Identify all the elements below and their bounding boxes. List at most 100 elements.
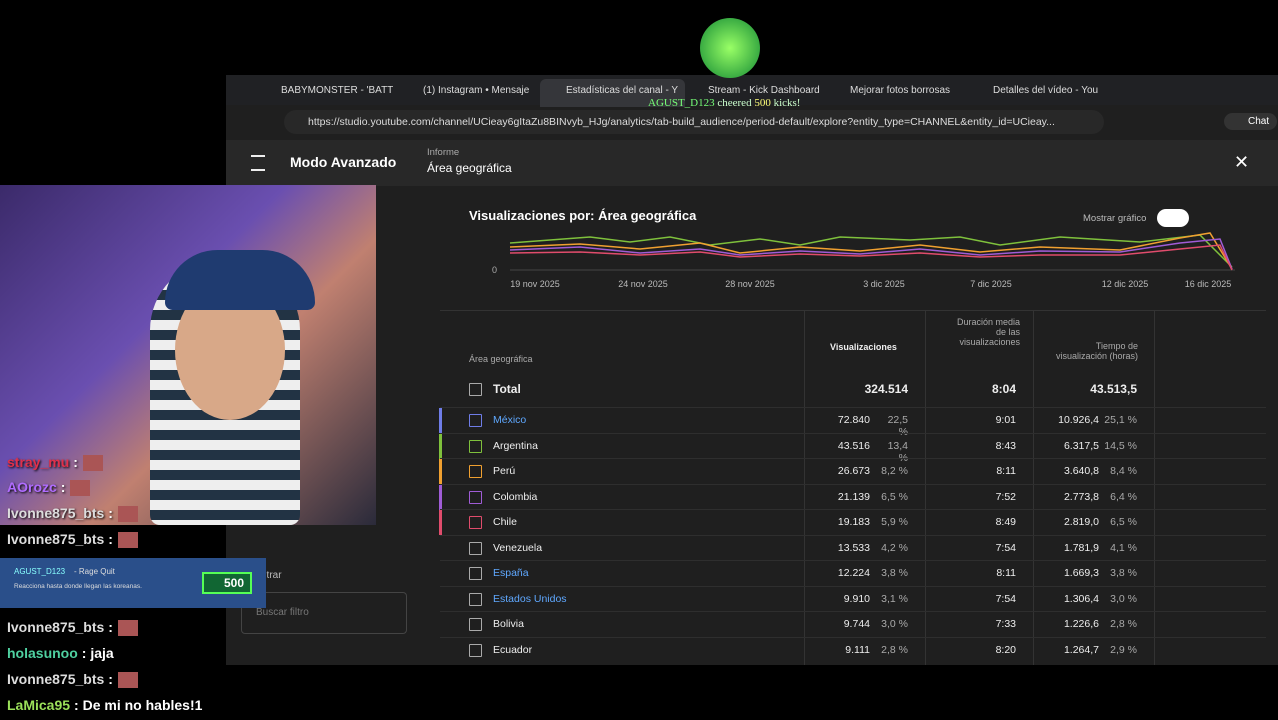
- chat-text: :: [73, 454, 78, 470]
- views: 12.224: [837, 567, 870, 579]
- report-value[interactable]: Área geográfica: [427, 161, 512, 175]
- col-divider: [925, 310, 926, 665]
- chat-user: Ivonne875_bts: [7, 531, 105, 547]
- checkbox[interactable]: [469, 516, 482, 529]
- total-hours: 43.513,5: [1090, 382, 1137, 396]
- duration: 7:33: [995, 618, 1016, 630]
- checkbox[interactable]: [469, 490, 482, 504]
- y-label: 0: [492, 265, 498, 275]
- chat-line: Ivonne875_bts:: [7, 531, 138, 549]
- emote: [117, 506, 138, 523]
- url: https://studio.youtube.com/channel/UCiea…: [308, 116, 1055, 128]
- checkbox[interactable]: [469, 592, 482, 606]
- close[interactable]: ✕: [1234, 152, 1250, 172]
- hours-pct: 4,1 %: [1110, 541, 1137, 554]
- line: [509, 234, 1233, 268]
- col-divider: [804, 310, 805, 665]
- studio-header: [226, 140, 1278, 186]
- views-pct: 3,0 %: [881, 618, 908, 630]
- row-divider: [440, 483, 1266, 485]
- hours: 1.669,3: [1063, 567, 1099, 579]
- checkbox[interactable]: [469, 643, 482, 657]
- chat-user: Ivonne875_bts: [7, 505, 105, 521]
- report-label: Informe: [427, 147, 460, 158]
- kick-label: - Rage Quit: [74, 567, 115, 576]
- chat-user: Ivonne875_bts: [7, 671, 105, 687]
- filter-input[interactable]: [241, 592, 407, 634]
- emote: [117, 620, 138, 637]
- hours: 1.781,9: [1063, 541, 1099, 554]
- checkbox[interactable]: [469, 414, 482, 427]
- row-divider: [440, 432, 1266, 434]
- duration: 7:52: [995, 490, 1016, 503]
- duration: 7:54: [995, 592, 1016, 605]
- x-label: 16 dic 2025: [1184, 279, 1232, 289]
- checkbox[interactable]: [469, 541, 482, 555]
- chat-button[interactable]: Chat: [1224, 113, 1278, 130]
- kick-message: Reacciona hasta donde llegan las koreana…: [14, 583, 142, 590]
- tab[interactable]: Stream - Kick Dashboard: [708, 85, 820, 96]
- tab[interactable]: Mejorar fotos borrosas: [850, 85, 951, 96]
- x-label: 3 dic 2025: [863, 279, 905, 289]
- tab[interactable]: BABYMONSTER - 'BATT: [281, 85, 394, 96]
- checkbox[interactable]: [469, 618, 482, 631]
- checkbox[interactable]: [469, 567, 482, 580]
- alert-amount: 500: [754, 97, 771, 109]
- chat-line: Ivonne875_bts:: [7, 619, 138, 637]
- active-tab: [540, 79, 685, 107]
- tab[interactable]: (1) Instagram • Mensaje: [423, 85, 530, 96]
- duration: 8:11: [996, 567, 1016, 579]
- filter-label: Filtrar: [256, 570, 282, 581]
- row-divider: [440, 611, 1266, 612]
- checkbox[interactable]: [469, 465, 482, 478]
- tab[interactable]: Detalles del vídeo - You: [993, 85, 1099, 96]
- menu-icon[interactable]: [251, 155, 265, 171]
- header: Área geográfica: [469, 354, 533, 364]
- color-bar: [439, 459, 442, 484]
- toggle[interactable]: [1157, 209, 1189, 227]
- duration: 8:49: [995, 516, 1016, 528]
- country[interactable]: España: [493, 567, 529, 579]
- emote: [117, 532, 138, 549]
- chat-text: :: [108, 671, 113, 687]
- x-label: 28 nov 2025: [725, 279, 775, 289]
- kick-user: AGUST_D123: [14, 567, 66, 576]
- views: 19.183: [837, 516, 870, 528]
- views: 43.516: [837, 439, 870, 452]
- chat-text: : jaja: [81, 645, 114, 661]
- chat-user: holasunoo: [7, 645, 78, 661]
- country[interactable]: Estados Unidos: [493, 592, 567, 605]
- chat-text: :: [60, 479, 66, 495]
- checkbox[interactable]: [469, 383, 482, 396]
- hours: 2.819,0: [1063, 516, 1099, 528]
- views-pct: 3,1 %: [881, 592, 908, 605]
- color-bar: [439, 484, 442, 510]
- header[interactable]: Visualizaciones: [830, 342, 897, 352]
- hours-pct: 6,5 %: [1110, 516, 1137, 528]
- tab[interactable]: Estadísticas del canal - Y: [566, 85, 679, 96]
- duration: 9:01: [995, 414, 1016, 426]
- views: 9.111: [845, 643, 870, 656]
- col-divider: [1033, 310, 1034, 665]
- color-bar: [439, 510, 442, 535]
- hours-pct: 3,0 %: [1110, 592, 1137, 605]
- country[interactable]: México: [493, 414, 527, 426]
- country: Ecuador: [493, 643, 533, 656]
- checkbox[interactable]: [469, 439, 482, 453]
- emote: [82, 455, 103, 472]
- chat-line: AOrozc:: [7, 479, 91, 497]
- total-duration: 8:04: [991, 382, 1016, 396]
- chat-line: LaMica95: De mi no hables!1: [7, 697, 202, 713]
- chat-text: :: [108, 619, 113, 635]
- row-divider: [440, 534, 1266, 536]
- alert-action: cheered: [717, 97, 752, 109]
- table-top-border: [440, 310, 1266, 311]
- x-label: 24 nov 2025: [618, 279, 668, 289]
- country: Chile: [493, 516, 517, 528]
- views: 9.744: [843, 618, 870, 630]
- chart-title: Visualizaciones por: Área geográfica: [469, 208, 697, 223]
- hours-pct: 14,5 %: [1104, 439, 1137, 452]
- hours-pct: 25,1 %: [1104, 414, 1137, 426]
- hours-pct: 6,4 %: [1110, 490, 1137, 503]
